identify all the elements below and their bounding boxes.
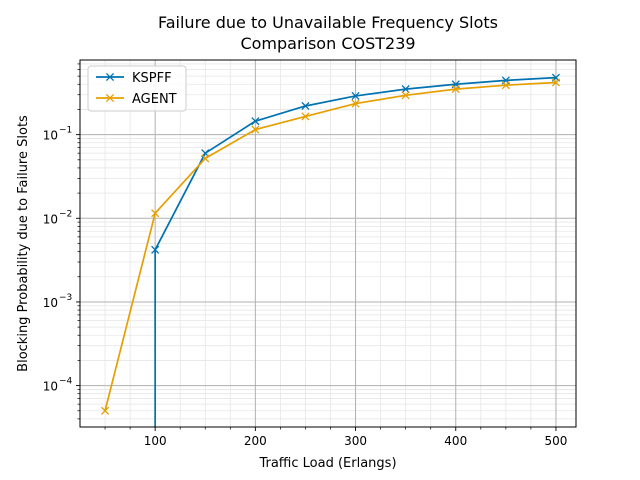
y-tick-exponent: −2 xyxy=(59,209,72,219)
legend-label: AGENT xyxy=(132,92,177,107)
series-line-agent xyxy=(104,81,557,411)
y-tick-exponent: −1 xyxy=(59,126,72,136)
chart-title: Failure due to Unavailable Frequency Slo… xyxy=(158,13,498,32)
x-tick-label: 500 xyxy=(545,434,568,448)
legend-marker xyxy=(105,72,115,82)
data-point-agent xyxy=(551,78,561,87)
chart-subtitle: Comparison COST239 xyxy=(240,34,415,53)
y-tick-exponent: −3 xyxy=(59,293,72,303)
data-point-kspff xyxy=(151,245,160,254)
data-point-kspff xyxy=(401,85,410,94)
data-point-agent xyxy=(100,406,110,415)
data-point-kspff xyxy=(251,117,260,126)
series-kspff xyxy=(151,73,561,427)
data-point-agent xyxy=(201,154,210,163)
data-point-agent xyxy=(251,125,260,134)
y-tick-label: 10 xyxy=(43,380,58,394)
y-tick-label: 10 xyxy=(43,212,58,226)
data-point-agent xyxy=(401,91,410,100)
x-tick-label: 400 xyxy=(444,434,467,448)
legend-entry-agent: AGENT xyxy=(96,92,177,107)
data-point-kspff xyxy=(301,101,310,111)
y-tick-label: 10 xyxy=(43,129,58,143)
legend: KSPFF AGENT xyxy=(87,65,187,112)
series-line-kspff xyxy=(154,76,557,427)
legend-entry-kspff: KSPFF xyxy=(96,71,172,86)
x-axis-label: Traffic Load (Erlangs) xyxy=(258,456,396,471)
data-point-agent xyxy=(351,99,360,108)
legend-marker xyxy=(105,93,115,103)
x-tick-label: 300 xyxy=(344,434,367,448)
series-agent xyxy=(100,78,561,415)
plot-series xyxy=(100,73,561,427)
data-point-agent xyxy=(451,85,460,94)
y-tick-label: 10 xyxy=(43,296,58,310)
data-point-agent xyxy=(151,209,160,218)
y-axis-label: Blocking Probability due to Failure Slot… xyxy=(16,115,31,372)
data-point-agent xyxy=(301,112,310,121)
grid xyxy=(80,60,576,427)
y-tick-exponent: −4 xyxy=(59,377,73,387)
x-tick-label: 100 xyxy=(144,434,167,448)
legend-label: KSPFF xyxy=(132,71,172,86)
data-point-kspff xyxy=(351,91,360,101)
data-point-agent xyxy=(501,81,510,90)
x-tick-label: 200 xyxy=(244,434,267,448)
